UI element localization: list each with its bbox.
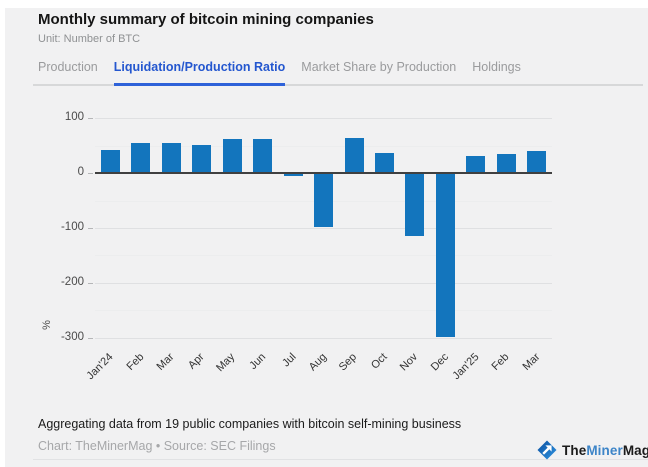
y-tick-mark — [88, 227, 93, 229]
x-tick-label: Dec — [428, 351, 451, 374]
bar-Mar[interactable] — [161, 142, 181, 174]
gridline — [95, 337, 552, 339]
x-tick-label: Mar — [154, 351, 177, 373]
y-tick-label: -300 — [60, 330, 84, 343]
tab-market-share-by-production[interactable]: Market Share by Production — [301, 60, 457, 74]
gridline — [95, 255, 552, 257]
footer-credit: Chart: TheMinerMag • Source: SEC Filings — [38, 439, 276, 453]
y-tick-mark — [88, 282, 93, 284]
x-tick-label: Jan'24 — [84, 351, 116, 383]
y-axis-label: % — [40, 320, 53, 330]
bar-Nov[interactable] — [405, 174, 425, 236]
bar-Mar[interactable] — [527, 151, 547, 174]
page-title: Monthly summary of bitcoin mining compan… — [38, 11, 374, 28]
bar-Jan'25[interactable] — [466, 155, 486, 174]
gridline — [95, 310, 552, 312]
x-tick-label: May — [214, 351, 238, 375]
bar-Oct[interactable] — [374, 152, 394, 174]
y-tick-mark — [88, 337, 93, 339]
x-tick-label: Jul — [280, 351, 299, 370]
y-tick-label: 0 — [77, 166, 84, 179]
y-tick-mark — [88, 118, 93, 120]
bar-chart: % 100 0 -100 -200 -300 Jan'24 Feb Mar Apr May Jun J… — [0, 95, 648, 405]
x-tick-label: Apr — [186, 351, 208, 372]
x-tick-label: Mar — [520, 351, 543, 373]
bar-Jul[interactable] — [283, 174, 303, 176]
bar-Dec[interactable] — [435, 174, 455, 338]
bar-May[interactable] — [222, 139, 242, 174]
tab-liquidation-production-ratio[interactable]: Liquidation/Production Ratio — [113, 57, 286, 86]
x-tick-label: Feb — [489, 351, 512, 373]
x-tick-label: Jun — [247, 351, 269, 373]
footer-note: Aggregating data from 19 public companie… — [38, 417, 462, 431]
window-left-edge — [0, 0, 5, 467]
x-tick-label: Sep — [337, 351, 360, 374]
gridline — [95, 145, 552, 147]
window-top-edge — [0, 0, 648, 8]
gridline — [95, 118, 552, 120]
bar-Aug[interactable] — [314, 174, 333, 227]
plot-area: 100 0 -100 -200 -300 Jan'24 Feb Mar Apr May Jun Jul… — [61, 103, 552, 382]
gridline — [95, 227, 552, 229]
bar-Jan'24[interactable] — [100, 150, 120, 174]
bar-Jun[interactable] — [253, 139, 273, 174]
y-tick-mark — [88, 173, 93, 175]
x-tick-label: Nov — [398, 351, 421, 374]
tab-holdings[interactable]: Holdings — [472, 60, 521, 74]
gridline — [95, 282, 552, 284]
y-tick-label: 100 — [64, 111, 84, 124]
x-tick-label: Aug — [306, 351, 329, 374]
tab-bar: Production Liquidation/Production Ratio … — [33, 57, 643, 86]
x-tick-label: Feb — [124, 351, 147, 373]
x-tick-label: Oct — [369, 351, 390, 372]
y-tick-label: -200 — [60, 275, 84, 288]
y-tick-label: -100 — [60, 220, 84, 233]
unit-subtitle: Unit: Number of BTC — [38, 33, 141, 45]
logo-diamond-icon — [537, 440, 557, 460]
brand-logo[interactable]: TheMinerMag — [536, 439, 648, 461]
bottom-divider — [33, 459, 648, 460]
bar-Apr[interactable] — [192, 145, 212, 174]
zero-axis-line — [95, 172, 552, 175]
x-tick-label: Jan'25 — [450, 351, 482, 383]
bar-Sep[interactable] — [344, 137, 364, 174]
bar-Feb[interactable] — [131, 142, 151, 174]
bar-Feb[interactable] — [496, 154, 516, 174]
logo-text: TheMinerMag — [562, 442, 648, 458]
tab-production[interactable]: Production — [38, 60, 98, 74]
